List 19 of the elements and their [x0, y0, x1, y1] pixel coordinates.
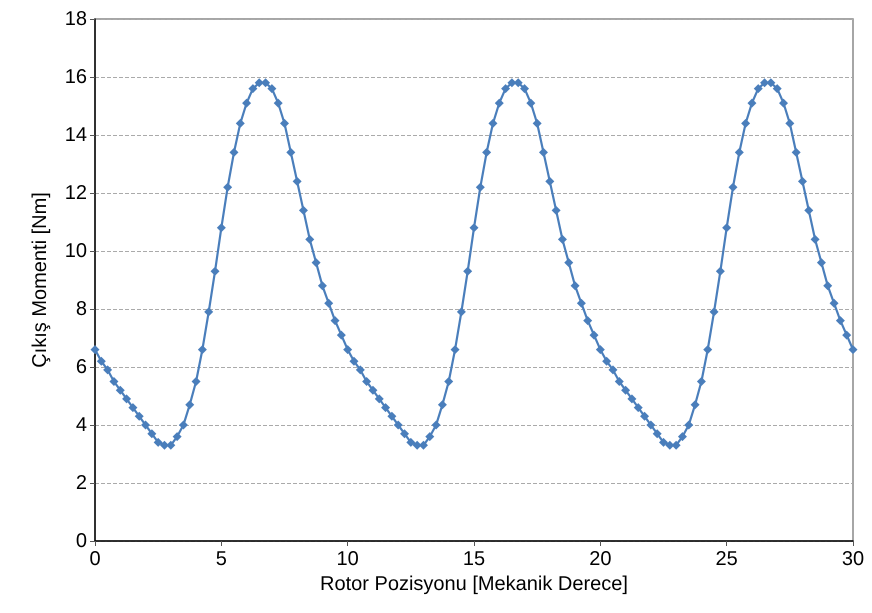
y-tick-label: 14 [64, 124, 87, 146]
x-tick-label: 15 [462, 548, 486, 570]
x-tick-label: 10 [336, 548, 359, 570]
x-tick-label: 25 [716, 548, 738, 570]
y-tick-label: 0 [76, 530, 87, 552]
y-tick-label: 4 [76, 414, 87, 436]
x-tick-label: 5 [216, 548, 227, 570]
y-axis-title: Çıkış Momenti [Nm] [29, 192, 51, 368]
x-tick-label: 30 [842, 548, 864, 570]
y-tick-label: 12 [64, 182, 87, 204]
y-tick-label: 16 [64, 66, 87, 88]
y-tick-label: 18 [64, 8, 87, 30]
x-tick-label: 0 [89, 548, 101, 570]
y-tick-label: 10 [64, 240, 87, 262]
x-axis-title: Rotor Pozisyonu [Mekanik Derece] [320, 572, 628, 595]
y-tick-label: 6 [76, 356, 87, 378]
y-tick-label: 2 [76, 472, 87, 494]
x-tick-label: 20 [589, 548, 612, 570]
y-tick-label: 8 [76, 298, 87, 320]
